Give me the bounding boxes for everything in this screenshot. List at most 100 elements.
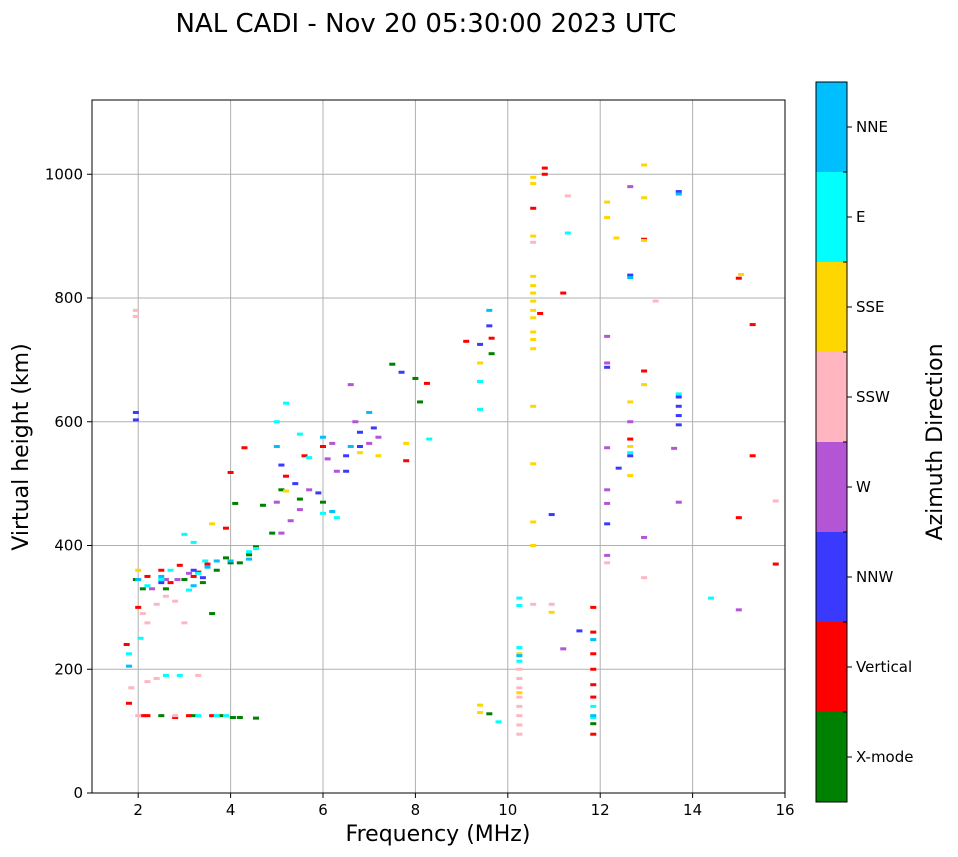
data-point — [153, 677, 160, 681]
data-point — [516, 691, 523, 695]
colorbar-label: SSE — [856, 298, 885, 316]
data-point — [273, 500, 280, 504]
data-point — [516, 686, 523, 690]
data-point — [516, 596, 523, 600]
data-point — [158, 568, 165, 572]
data-point — [530, 299, 537, 303]
data-point — [590, 652, 597, 656]
data-point — [541, 172, 548, 176]
data-point — [530, 330, 537, 334]
data-point — [627, 400, 634, 404]
colorbar-segment — [816, 262, 847, 352]
colorbar-segment — [816, 622, 847, 712]
data-point — [176, 673, 183, 677]
data-point — [347, 445, 354, 448]
data-point — [195, 714, 202, 718]
data-point — [590, 695, 597, 699]
data-point — [283, 489, 290, 493]
data-point — [403, 459, 410, 463]
data-point — [560, 647, 567, 651]
data-point — [132, 410, 139, 414]
data-point — [627, 273, 634, 277]
data-point — [186, 571, 193, 575]
data-point — [738, 272, 745, 276]
data-point — [516, 695, 523, 699]
data-point — [541, 166, 548, 170]
data-point — [195, 571, 202, 575]
data-point — [222, 714, 229, 718]
data-point — [627, 454, 634, 458]
data-point — [132, 308, 139, 312]
data-point — [209, 714, 216, 718]
data-point — [641, 535, 648, 539]
data-point — [675, 423, 682, 427]
y-tick-label: 200 — [54, 660, 83, 678]
colorbar-label: NNE — [856, 118, 888, 136]
series-w — [149, 185, 742, 651]
data-point — [548, 513, 555, 517]
data-point — [366, 441, 373, 445]
data-point — [218, 714, 225, 718]
data-point — [172, 599, 179, 603]
data-point — [590, 683, 597, 687]
data-point — [590, 722, 597, 726]
x-tick-label: 10 — [498, 801, 517, 819]
grid-lines — [92, 100, 786, 794]
data-point — [209, 612, 216, 616]
data-point — [604, 334, 611, 338]
data-point — [398, 370, 405, 374]
data-point — [516, 714, 523, 718]
data-point — [749, 323, 756, 327]
data-point — [516, 659, 523, 663]
data-point — [417, 400, 424, 404]
x-tick-label: 8 — [411, 801, 421, 819]
colorbar-label: W — [856, 478, 871, 496]
data-point — [320, 435, 326, 439]
data-point — [195, 673, 202, 677]
data-point — [315, 491, 322, 495]
data-point — [516, 677, 523, 681]
series-e — [125, 231, 715, 724]
data-point — [403, 441, 410, 445]
data-point — [227, 561, 234, 565]
colorbar-segment — [816, 442, 847, 532]
data-point — [128, 686, 135, 690]
data-points — [123, 163, 779, 736]
data-point — [537, 311, 544, 315]
data-point — [590, 667, 597, 671]
data-point — [590, 716, 597, 720]
data-point — [477, 711, 484, 715]
colorbar: X-mode Vertical NNW W SSW SSE E NNE — [815, 81, 913, 803]
data-point — [135, 605, 142, 609]
data-point — [329, 509, 336, 513]
colorbar-frame — [815, 81, 848, 803]
data-point — [477, 380, 484, 384]
x-tick-label: 16 — [775, 801, 794, 819]
data-point — [530, 337, 537, 341]
colorbar-title: Azimuth Direction — [923, 343, 948, 540]
data-point — [675, 392, 682, 396]
data-point — [604, 553, 611, 557]
chart-title: NAL CADI - Nov 20 05:30:00 2023 UTC — [176, 9, 677, 39]
data-point — [772, 562, 779, 566]
data-point — [675, 192, 682, 196]
series-vertical — [123, 166, 779, 736]
x-tick-label: 12 — [591, 801, 610, 819]
data-point — [213, 714, 220, 718]
data-point — [590, 638, 597, 642]
data-point — [516, 654, 523, 658]
colorbar-segment — [816, 532, 847, 622]
data-point — [590, 714, 597, 718]
data-point — [530, 284, 537, 288]
data-point — [236, 561, 243, 565]
data-point — [516, 723, 523, 727]
data-point — [627, 185, 634, 189]
data-point — [604, 488, 611, 492]
data-point — [477, 703, 484, 707]
data-point — [125, 664, 132, 668]
data-point — [675, 414, 682, 418]
data-point — [604, 361, 611, 365]
data-point — [590, 630, 597, 634]
x-axis-label: Frequency (MHz) — [346, 822, 531, 847]
